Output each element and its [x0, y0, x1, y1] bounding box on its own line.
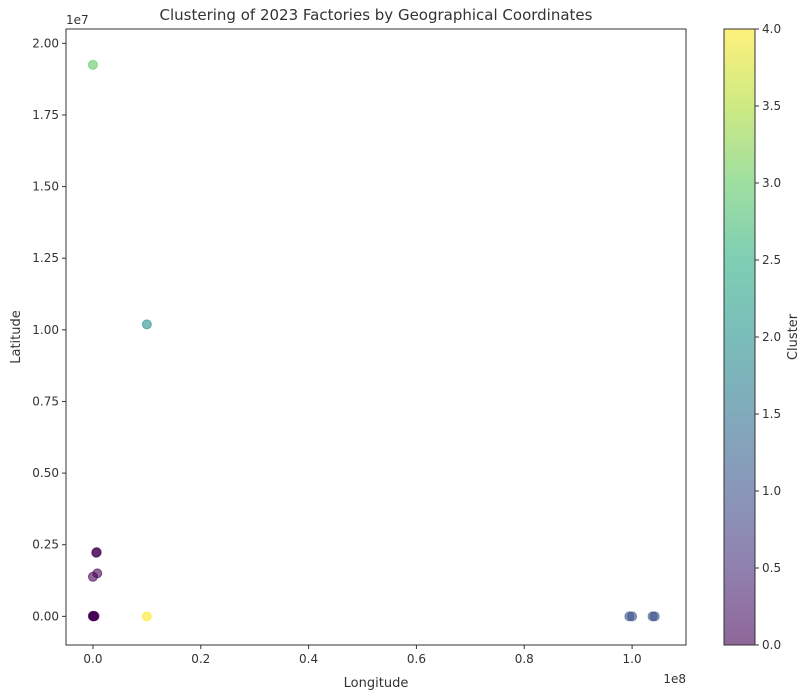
plot-frame	[65, 28, 687, 646]
y-tick-label: 1.75	[32, 108, 59, 122]
colorbar-tick-label: 3.5	[762, 99, 781, 113]
y-tick-label: 1.00	[32, 323, 59, 337]
x-axis: 0.0 0.2 0.4 0.6 0.8 1.0	[83, 645, 642, 666]
x-tick-label: 0.6	[407, 652, 426, 666]
scatter-point	[141, 319, 152, 330]
colorbar-tick-label: 2.0	[762, 330, 781, 344]
scatter-point	[87, 571, 98, 582]
y-tick-label: 1.50	[32, 180, 59, 194]
scatter-point	[141, 611, 152, 622]
colorbar-axis: 0.0 0.5 1.0 1.5 2.0 2.5 3.0 3.5 4.0	[755, 22, 781, 652]
x-tick-label: 0.4	[299, 652, 318, 666]
y-tick-label: 0.50	[32, 466, 59, 480]
colorbar-tick-label: 1.0	[762, 484, 781, 498]
colorbar-tick-label: 0.5	[762, 561, 781, 575]
y-tick-label: 0.25	[32, 538, 59, 552]
colorbar-tick-label: 3.0	[762, 176, 781, 190]
colorbar-label: Cluster	[786, 313, 801, 360]
colorbar-tick-label: 0.0	[762, 638, 781, 652]
scatter-point	[87, 59, 98, 70]
y-offset-label: 1e7	[66, 13, 89, 27]
y-tick-label: 1.25	[32, 251, 59, 265]
x-axis-label: Longitude	[344, 676, 409, 691]
x-tick-label: 0.8	[515, 652, 534, 666]
plot-area	[87, 59, 660, 622]
scatter-point	[91, 547, 102, 558]
scatter-point	[627, 611, 638, 622]
x-tick-label: 0.2	[191, 652, 210, 666]
chart-title: Clustering of 2023 Factories by Geograph…	[160, 6, 593, 24]
scatter-point	[649, 611, 660, 622]
colorbar	[723, 28, 756, 646]
colorbar-tick-label: 1.5	[762, 407, 781, 421]
y-tick-label: 0.75	[32, 394, 59, 408]
colorbar-tick-label: 2.5	[762, 253, 781, 267]
x-offset-label: 1e8	[663, 672, 686, 686]
scatter-point	[89, 611, 100, 622]
y-tick-label: 0.00	[32, 609, 59, 623]
y-axis-label: Latitude	[9, 310, 24, 364]
y-axis: 0.00 0.25 0.50 0.75 1.00 1.25 1.50 1.75 2.00	[32, 36, 66, 623]
x-tick-label: 0.0	[83, 652, 102, 666]
x-tick-label: 1.0	[623, 652, 642, 666]
colorbar-tick-label: 4.0	[762, 22, 781, 36]
y-tick-label: 2.00	[32, 36, 59, 50]
